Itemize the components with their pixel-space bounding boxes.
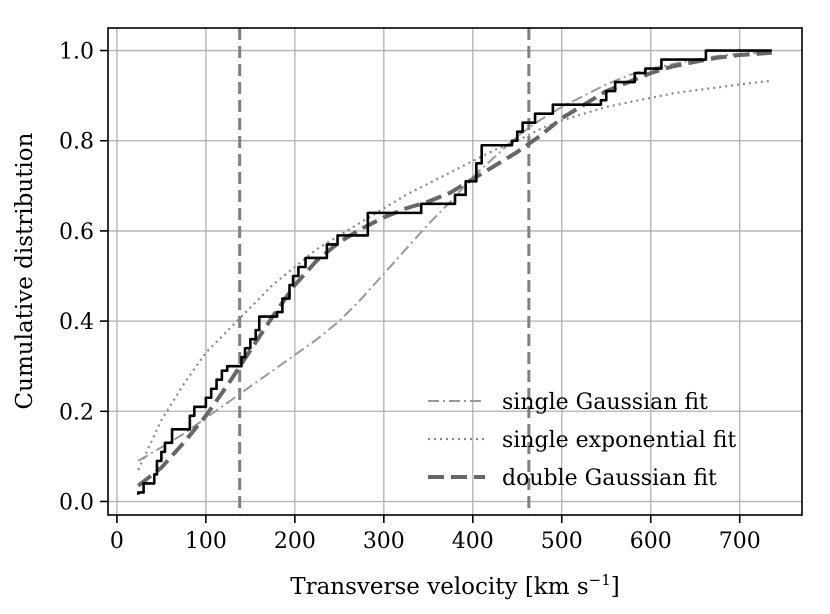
legend: single Gaussian fit single exponential f… <box>428 390 736 491</box>
y-tick-label: 0.4 <box>59 310 94 335</box>
legend-item-single-exponential: single exponential fit <box>428 428 736 453</box>
y-tick-label: 1.0 <box>59 40 94 65</box>
legend-label-single-gaussian: single Gaussian fit <box>502 390 708 415</box>
y-tick-label: 0.2 <box>59 400 94 425</box>
legend-item-single-gaussian: single Gaussian fit <box>428 390 708 415</box>
y-tick-label: 0.0 <box>59 490 94 515</box>
plot-frame <box>107 27 803 516</box>
y-axis-label: Cumulative distribution <box>12 132 38 409</box>
series-line-double-gaussian-fit <box>137 50 772 488</box>
x-axis-label: Transverse velocity [km s−1] <box>290 571 620 600</box>
x-tick-label: 100 <box>185 529 227 554</box>
x-tick-label: 400 <box>452 529 494 554</box>
x-tick-label: 0 <box>110 529 124 554</box>
x-tick-label: 500 <box>541 529 583 554</box>
series-line-single-gaussian-fit <box>137 50 772 462</box>
y-tick-label: 0.8 <box>59 130 94 155</box>
empirical-cdf-line <box>136 49 772 495</box>
x-tick-label: 600 <box>630 529 672 554</box>
x-tick-label: 300 <box>363 529 405 554</box>
y-tick-label: 0.6 <box>59 220 94 245</box>
ticks: 0 100 200 300 400 500 600 700 0.0 0.2 0.4 0.6 0.8 1.0 <box>59 40 761 554</box>
x-tick-label: 200 <box>274 529 316 554</box>
legend-label-double-gaussian: double Gaussian fit <box>502 466 717 491</box>
legend-label-single-exponential: single exponential fit <box>502 428 736 453</box>
grid <box>108 28 802 515</box>
legend-item-double-gaussian: double Gaussian fit <box>428 466 717 491</box>
plot-area <box>136 28 772 515</box>
x-tick-label: 700 <box>719 529 761 554</box>
